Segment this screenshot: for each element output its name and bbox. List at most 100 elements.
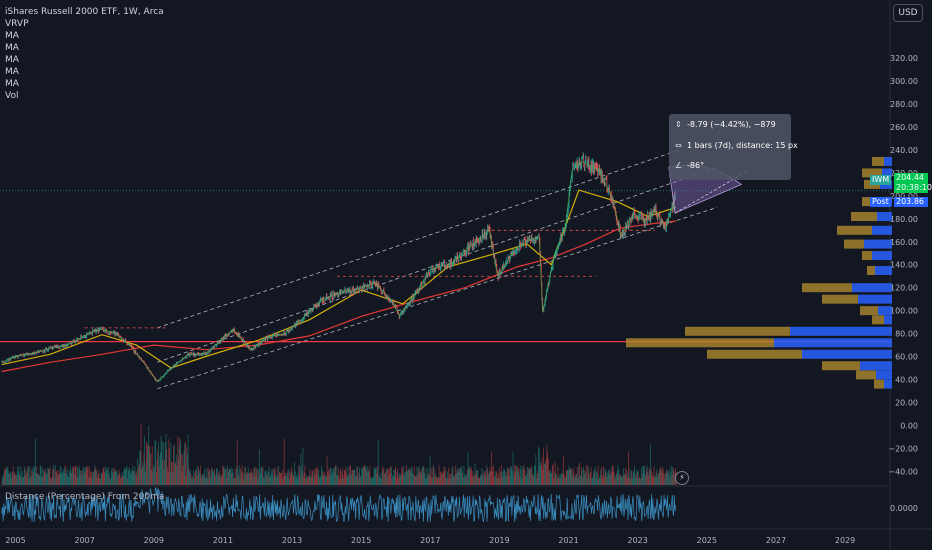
time-axis-label: 2009 <box>144 536 164 545</box>
measure-row-angle: ∠ -86° <box>675 161 704 170</box>
indicator-ma-4[interactable]: MA <box>5 67 19 77</box>
price-axis-label: 320.00 <box>890 54 918 63</box>
volume-profile-row-up <box>884 379 892 389</box>
post-label-badge: Post <box>870 197 891 207</box>
price-axis-label: 160.00 <box>890 238 918 247</box>
chart-legend: iShares Russell 2000 ETF, 1W, Arca VRVP … <box>5 6 164 102</box>
moving-average-line-0[interactable] <box>1 220 676 373</box>
volume-profile-row-down <box>872 315 884 325</box>
time-axis-label: 2017 <box>420 536 440 545</box>
time-axis-label: 2019 <box>489 536 509 545</box>
volume-profile-row-down <box>856 370 876 380</box>
price-axis-label: 280.00 <box>890 100 918 109</box>
price-axis-label: 80.00 <box>895 330 918 339</box>
symbol-badge: IWM <box>870 175 892 185</box>
volume-profile-row-down <box>822 294 858 304</box>
volume-profile-row-down <box>862 168 882 178</box>
volume-profile-row-up <box>790 326 892 336</box>
measure-icon: ⇕ <box>675 120 682 129</box>
indicator-ma-2[interactable]: MA <box>5 43 19 53</box>
time-axis-label: 2025 <box>697 536 717 545</box>
volume-profile-row-up <box>882 168 892 178</box>
volume-profile-row-up <box>878 306 892 316</box>
volume-profile-row-up <box>877 212 892 222</box>
price-axis-label: 200.00 <box>890 192 918 201</box>
price-axis-label: 40.00 <box>895 376 918 385</box>
price-axis-label: −40.00 <box>888 467 918 476</box>
volume-profile-row-up <box>872 251 892 261</box>
angle-icon: ∠ <box>675 161 683 170</box>
price-axis-label: 140.00 <box>890 261 918 270</box>
price-axis-label: 60.00 <box>895 353 918 362</box>
channel-line-upper[interactable] <box>157 149 680 329</box>
volume-profile-row-up <box>858 294 892 304</box>
price-axis-label: 120.00 <box>890 284 918 293</box>
volume-profile-row-down <box>867 265 875 275</box>
price-series-line[interactable] <box>1 161 677 383</box>
volume-profile-row-down <box>707 349 802 359</box>
subpane-axis-label: 0.0000 <box>890 504 918 513</box>
volume-profile-row-up <box>864 239 892 249</box>
price-axis-label: 100.00 <box>890 307 918 316</box>
price-axis-label: 300.00 <box>890 77 918 86</box>
volume-profile-row-up <box>884 156 892 166</box>
measure-tooltip: ⇕ -8.79 (−4.42%), −879 ⇔ 1 bars (7d), dist… <box>669 114 798 180</box>
moving-average-line-1[interactable] <box>1 189 676 369</box>
price-axis-label: −20.00 <box>888 444 918 453</box>
time-axis-label: 2029 <box>835 536 855 545</box>
measure-price-text: -8.79 (−4.42%), −879 <box>687 120 776 129</box>
volume-profile-row-up <box>876 370 892 380</box>
indicator-ma-1[interactable]: MA <box>5 31 19 41</box>
volume-profile-row-up <box>774 338 892 348</box>
price-axis-label: 0.00 <box>900 421 918 430</box>
volume-profile-row-down <box>851 212 877 222</box>
volume-profile-row-down <box>862 251 872 261</box>
time-axis-label: 2027 <box>766 536 786 545</box>
volume-profile-row-down <box>860 306 878 316</box>
indicator-vol[interactable]: Vol <box>5 91 19 101</box>
volume-profile-row-down <box>802 283 852 293</box>
price-axis-label: 240.00 <box>890 146 918 155</box>
measure-angle-text: -86° <box>687 161 705 170</box>
time-axis-label: 2011 <box>213 536 233 545</box>
volume-profile-row-down <box>822 361 860 371</box>
bars-range-icon: ⇔ <box>675 141 682 150</box>
post-price-badge: 203.86 <box>894 197 928 207</box>
volume-profile-row-down <box>837 225 872 235</box>
volume-profile-row-down <box>872 156 884 166</box>
volume-profile-row-up <box>802 349 892 359</box>
measure-row-bars: ⇔ 1 bars (7d), distance: 15 px <box>675 141 798 150</box>
volume-bars <box>1 423 677 485</box>
price-axis-label: 180.00 <box>890 215 918 224</box>
subpane-title[interactable]: Distance (Percentage) From 200ma <box>5 492 165 502</box>
lightning-icon[interactable]: ⚡ <box>675 471 689 485</box>
volume-profile-row-down <box>844 239 864 249</box>
chart-title[interactable]: iShares Russell 2000 ETF, 1W, Arca <box>5 7 164 17</box>
measure-row-price: ⇕ -8.79 (−4.42%), −879 <box>675 120 776 129</box>
volume-profile-row-up <box>852 283 892 293</box>
volume-profile-row-up <box>875 265 892 275</box>
volume-profile-row-up <box>860 361 892 371</box>
time-axis-label: 2005 <box>5 536 25 545</box>
price-axis-label: 20.00 <box>895 398 918 407</box>
time-axis-label: 2013 <box>282 536 302 545</box>
time-axis-label: 2015 <box>351 536 371 545</box>
distance-oscillator-line[interactable] <box>1 487 677 523</box>
measure-bars-text: 1 bars (7d), distance: 15 px <box>687 141 798 150</box>
indicator-vrvp[interactable]: VRVP <box>5 19 29 29</box>
price-axis-label: 260.00 <box>890 123 918 132</box>
currency-button[interactable]: USD <box>893 4 923 22</box>
indicator-ma-3[interactable]: MA <box>5 55 19 65</box>
last-price-badge: 204.44 <box>894 173 928 183</box>
volume-profile-row-up <box>872 225 892 235</box>
time-axis-label: 2023 <box>628 536 648 545</box>
volume-profile-row-up <box>884 315 892 325</box>
countdown-badge: 20:38:10 <box>894 183 932 193</box>
indicator-ma-5[interactable]: MA <box>5 79 19 89</box>
time-axis-label: 2021 <box>558 536 578 545</box>
volume-profile-row-down <box>874 379 884 389</box>
volume-profile-row-down <box>685 326 790 336</box>
volume-profile-row-down <box>626 338 774 348</box>
